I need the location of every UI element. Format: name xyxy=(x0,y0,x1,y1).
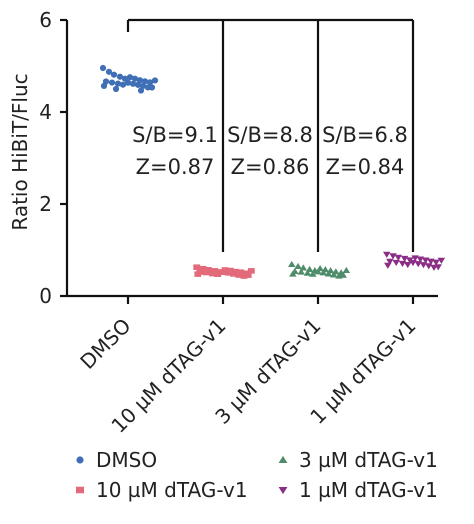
data-point xyxy=(131,75,139,82)
data-point xyxy=(193,264,201,270)
data-point xyxy=(339,271,347,278)
data-point xyxy=(303,269,312,276)
data-point xyxy=(124,79,132,86)
z-annotation: Z=0.87 xyxy=(136,155,215,179)
data-point xyxy=(134,81,142,88)
data-point xyxy=(235,272,243,278)
y-tick-label: 2 xyxy=(39,192,52,216)
data-point xyxy=(384,262,392,269)
data-point xyxy=(289,270,297,277)
legend-marker xyxy=(278,486,288,495)
y-axis-label: Ratio HiBiT/Fluc xyxy=(8,73,32,230)
data-point xyxy=(434,264,442,271)
x-tick-label: DMSO xyxy=(75,314,135,374)
data-point xyxy=(394,254,403,261)
data-point xyxy=(288,260,296,268)
legend-marker xyxy=(278,455,288,464)
data-point xyxy=(114,80,122,87)
data-point xyxy=(398,260,407,268)
y-tick-label: 4 xyxy=(39,100,52,124)
data-point xyxy=(146,79,154,86)
data-point xyxy=(383,251,391,258)
data-point xyxy=(414,261,422,268)
data-point xyxy=(214,271,222,277)
data-point xyxy=(240,273,248,279)
data-point xyxy=(392,259,400,266)
data-point xyxy=(432,259,440,266)
data-point xyxy=(330,271,338,278)
data-point xyxy=(319,269,327,276)
data-point xyxy=(119,81,127,88)
data-point xyxy=(99,64,107,72)
data-point xyxy=(314,268,322,275)
data-point xyxy=(110,71,118,78)
legend-label: DMSO xyxy=(96,448,157,472)
data-point xyxy=(100,82,108,90)
data-point xyxy=(209,270,216,277)
data-point xyxy=(309,270,317,277)
data-point xyxy=(194,271,202,277)
data-point xyxy=(294,262,302,269)
data-point xyxy=(129,80,137,87)
data-point xyxy=(224,270,232,276)
y-tick-label: 6 xyxy=(39,8,52,32)
data-point xyxy=(219,269,227,276)
data-point xyxy=(151,77,159,84)
data-point xyxy=(419,262,428,269)
data-point xyxy=(342,266,351,273)
data-point xyxy=(404,261,412,269)
data-point xyxy=(247,268,255,274)
y-tick-label: 0 xyxy=(39,284,52,308)
data-point xyxy=(137,87,145,94)
z-annotation: Z=0.84 xyxy=(326,155,405,179)
data-point xyxy=(148,84,156,91)
data-point xyxy=(324,270,333,277)
sb-annotation: S/B=6.8 xyxy=(322,123,408,147)
data-point xyxy=(244,272,252,278)
data-point xyxy=(202,269,210,276)
data-point xyxy=(386,258,394,265)
data-point xyxy=(105,68,113,75)
z-annotation: Z=0.86 xyxy=(231,155,310,179)
legend-label: 10 µM dTAG-v1 xyxy=(96,478,248,502)
legend-label: 1 µM dTAG-v1 xyxy=(299,478,438,502)
data-point xyxy=(112,85,120,93)
data-point xyxy=(126,74,134,81)
legend-label: 3 µM dTAG-v1 xyxy=(299,448,438,472)
data-point xyxy=(437,257,446,264)
data-point xyxy=(297,268,305,275)
data-point xyxy=(230,271,237,277)
data-point xyxy=(108,79,116,86)
sb-annotation: S/B=9.1 xyxy=(132,123,218,147)
data-point xyxy=(199,265,207,272)
legend-marker xyxy=(76,486,84,494)
legend-marker xyxy=(76,456,84,464)
data-point xyxy=(116,73,124,80)
sb-annotation: S/B=8.8 xyxy=(227,123,313,147)
